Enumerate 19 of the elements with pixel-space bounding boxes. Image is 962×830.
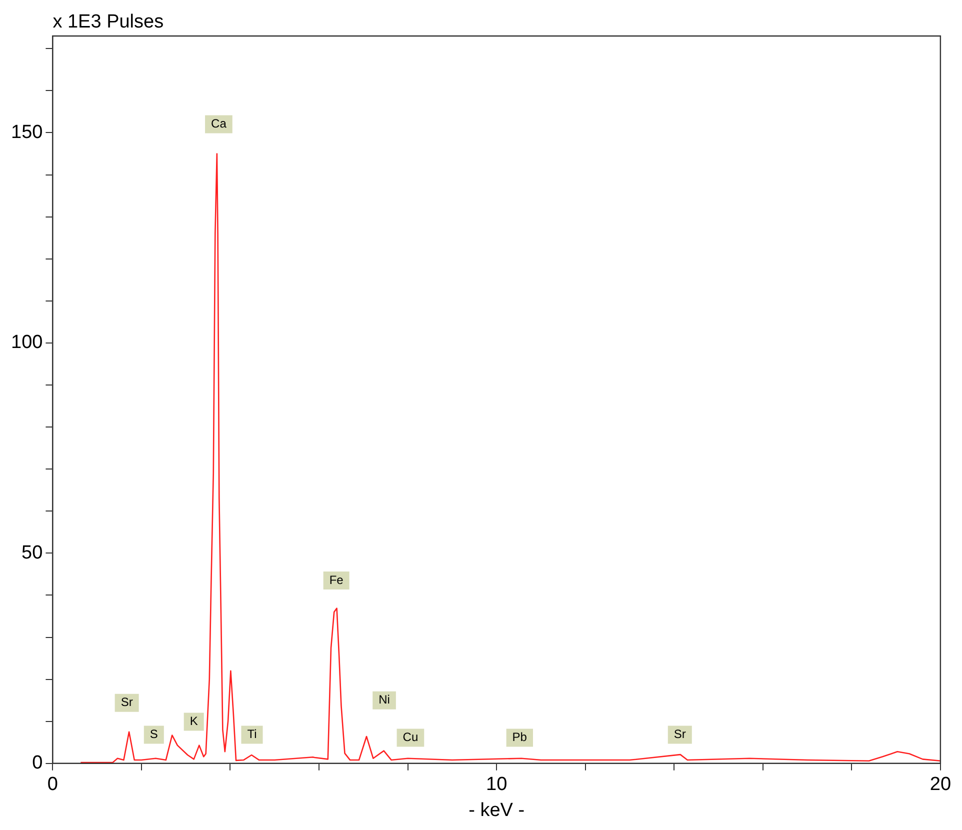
annotation: Ca (211, 116, 227, 131)
annotation: Pb (512, 730, 528, 744)
x-tick-label: 10 (486, 774, 508, 796)
y-tick-label: 0 (32, 752, 43, 774)
y-tick-label: 150 (11, 122, 43, 143)
annotation: S (150, 727, 158, 742)
y-axis-title: x 1E3 Pulses (52, 12, 164, 33)
annotation: Ti (247, 727, 257, 742)
x-tick-label: 20 (930, 774, 952, 796)
annotation: Fe (329, 572, 344, 587)
x-tick-label: 0 (47, 774, 58, 796)
annotation: Ni (378, 692, 390, 707)
annotation: Sr (120, 695, 133, 710)
y-tick-label: 100 (11, 332, 43, 354)
annotation: Sr (674, 727, 686, 742)
annotation: Cu (402, 730, 418, 744)
annotation: K (190, 714, 198, 728)
x-axis-title: - keV - (468, 800, 525, 821)
y-tick-label: 50 (22, 542, 43, 564)
